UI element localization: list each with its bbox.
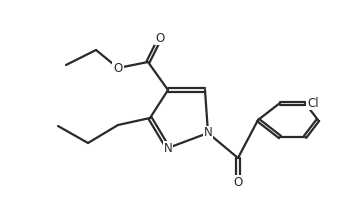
Text: Cl: Cl [307, 96, 319, 110]
Text: O: O [155, 32, 165, 44]
Text: O: O [113, 62, 122, 75]
Text: N: N [204, 126, 212, 139]
Text: N: N [164, 142, 172, 154]
Text: O: O [233, 176, 243, 188]
